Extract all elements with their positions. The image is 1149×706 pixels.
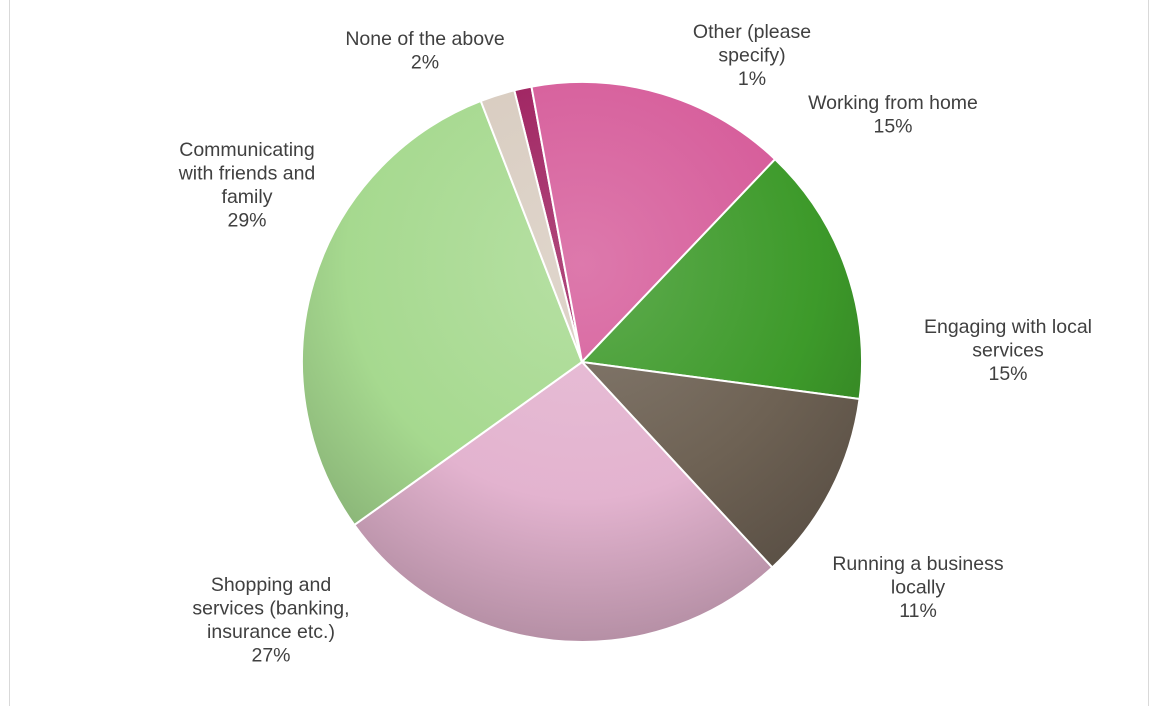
data-label: Other (please specify) 1% [693,21,811,90]
data-label-line: 1% [738,68,766,90]
data-label-line: 11% [899,600,937,622]
data-label-line: Shopping and [211,574,331,596]
data-label: Engaging with local services 15% [924,316,1092,385]
pie-slice [581,158,863,401]
data-label-line: None of the above [345,28,504,50]
pie-slice [530,81,777,363]
data-label: Working from home 15% [808,92,978,138]
pie-slice [581,361,861,569]
data-label-line: Engaging with local [924,316,1092,338]
data-label-line: locally [891,577,945,599]
pie-slice [479,89,583,363]
data-label-line: with friends and [178,163,316,185]
data-label: Running a business locally 11% [832,553,1004,622]
data-label-line: Working from home [808,92,978,114]
data-label-line: insurance etc.) [207,621,335,643]
data-label-line: 29% [227,210,266,232]
data-label-line: specify) [718,45,785,67]
pie-slices [301,81,863,643]
data-label-line: 2% [411,52,439,74]
data-label-line: Communicating [179,139,314,161]
data-label-line: Other (please [693,21,811,43]
data-label-line: 15% [988,363,1027,385]
data-label-line: 27% [251,645,290,667]
pie-slice [301,99,583,526]
pie-slice [353,361,774,643]
data-label-line: Running a business [832,553,1004,575]
data-label-line: 15% [873,116,912,138]
data-label-line: services [972,340,1044,362]
data-label: None of the above 2% [345,28,504,74]
data-label-line: services (banking, [192,598,349,620]
data-label: Communicating with friends and family 29% [178,139,316,232]
pie-labels: Other (please specify) 1%Working from home… [178,21,1092,667]
data-label-line: family [222,186,273,208]
data-label: Shopping and services (banking, insurance … [192,574,349,667]
